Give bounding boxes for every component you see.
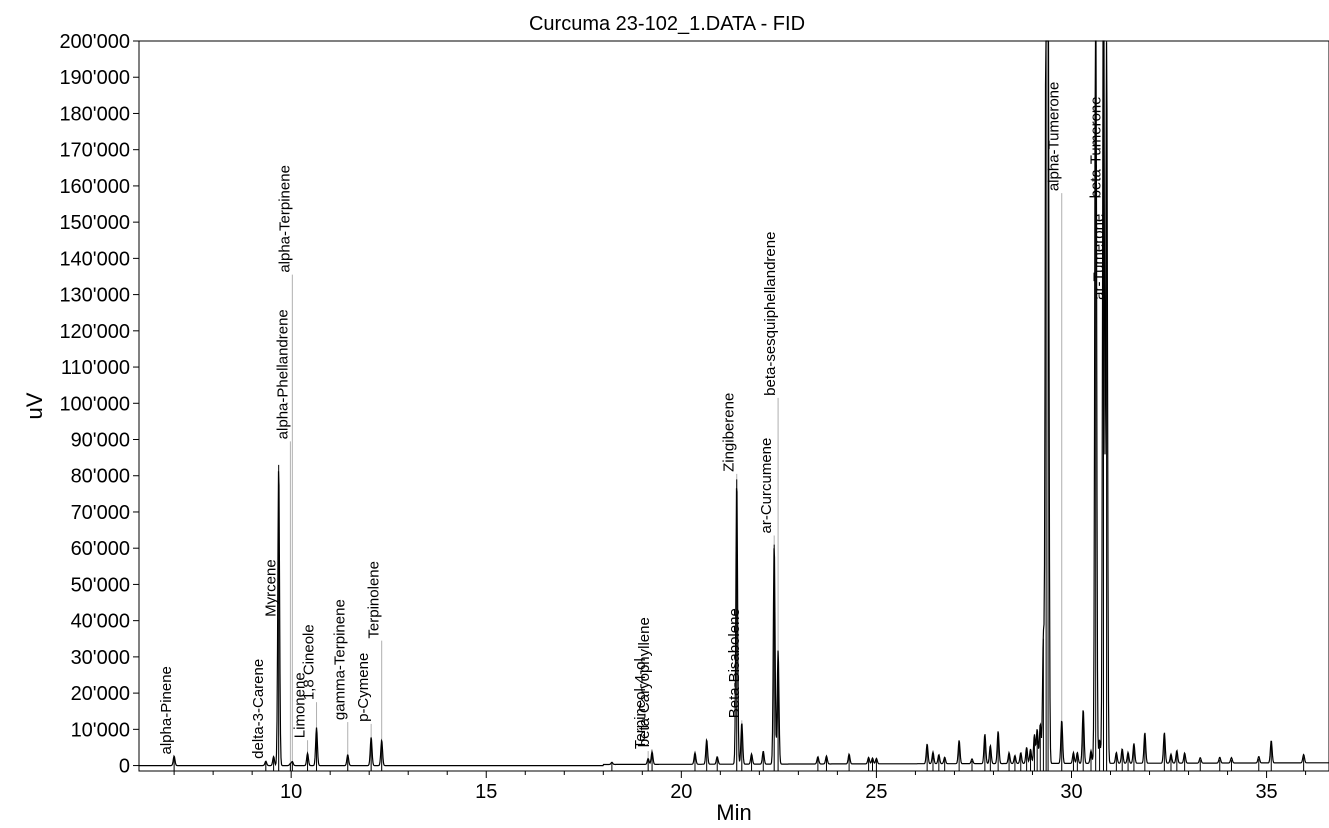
y-axis-ticks: 0 10'000 20'000 30'000 40'000 50'000 60'000 70'… — [59, 31, 139, 778]
peak-label: delta-3-Carene — [250, 659, 267, 759]
y-tick-label: 90'000 — [71, 430, 130, 452]
y-tick-label: 110'000 — [61, 357, 130, 379]
chart-title: Curcuma 23-102_1.DATA - FID — [529, 13, 805, 35]
peak-label: alpha-Pinene — [158, 666, 175, 754]
x-tick-label: 30 — [1060, 781, 1082, 803]
x-tick-label: 25 — [865, 781, 887, 803]
y-tick-label: 200'000 — [59, 31, 130, 53]
peak-label: Terpineol-4-ol — [632, 658, 649, 749]
y-tick-label: 120'000 — [59, 321, 130, 343]
x-axis-title: Min — [716, 800, 751, 825]
y-axis-title: uV — [22, 392, 47, 419]
y-tick-label: 160'000 — [59, 176, 130, 198]
chromatogram-trace — [139, 40, 1329, 771]
peak-label: ar-Tumerone — [1091, 214, 1108, 300]
peak-label: alpha-Terpinene — [276, 165, 293, 273]
y-tick-label: 100'000 — [59, 393, 130, 415]
peak-label: ar-Curcumene — [758, 438, 775, 534]
y-tick-label: 70'000 — [71, 502, 130, 524]
peak-label: beta-Tumerone — [1087, 96, 1104, 198]
y-tick-label: 40'000 — [71, 611, 130, 633]
peak-label: Limonene — [292, 672, 309, 738]
peak-label: Beta-Bisabolene — [726, 608, 743, 718]
x-tick-label: 10 — [280, 781, 302, 803]
peak-label: Terpinolene — [366, 561, 383, 639]
y-tick-label: 50'000 — [71, 574, 130, 596]
y-tick-label: 30'000 — [71, 647, 130, 669]
y-tick-label: 150'000 — [59, 212, 130, 234]
plot-frame — [138, 40, 1329, 772]
peak-label: alpha-Phellandrene — [274, 309, 291, 439]
y-tick-label: 10'000 — [71, 719, 130, 741]
peak-label: beta-sesquiphellandrene — [762, 232, 779, 396]
y-tick-label: 0 — [119, 756, 130, 778]
peak-label: 1,8 Cineole — [301, 624, 318, 700]
y-tick-label: 60'000 — [71, 538, 130, 560]
peak-label: p-Cymene — [355, 653, 372, 722]
peak-label: beta-Caryophyllene — [636, 617, 653, 747]
x-axis-ticks: 10 15 20 25 30 35 — [173, 771, 1307, 803]
y-tick-label: 170'000 — [59, 140, 130, 162]
chromatogram-line — [139, 40, 1329, 767]
x-tick-label: 15 — [475, 781, 497, 803]
y-tick-label: 140'000 — [59, 248, 130, 270]
y-tick-label: 130'000 — [59, 285, 130, 307]
y-tick-label: 190'000 — [59, 67, 130, 89]
peak-labels: alpha-Pinene delta-3-Carene Myrcene alpha-P… — [158, 82, 1107, 759]
peak-label: Myrcene — [263, 559, 280, 617]
peak-label: alpha-Tumerone — [1046, 82, 1063, 192]
y-tick-label: 180'000 — [59, 103, 130, 125]
y-tick-label: 80'000 — [71, 466, 130, 488]
x-tick-label: 35 — [1255, 781, 1277, 803]
peak-label: Zingiberene — [721, 393, 738, 472]
y-tick-label: 20'000 — [71, 683, 130, 705]
x-tick-label: 20 — [670, 781, 692, 803]
peak-label: gamma-Terpinene — [332, 599, 349, 720]
